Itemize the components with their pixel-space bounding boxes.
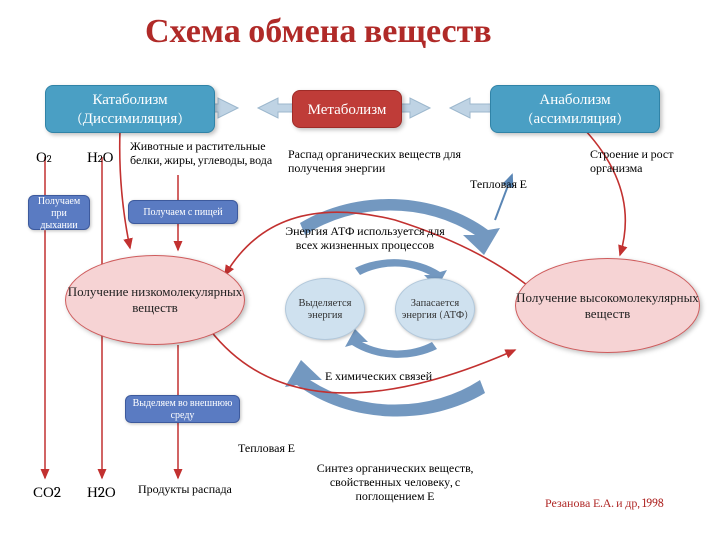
ellipse-lowmol: Получение низкомолекулярных веществ bbox=[65, 255, 245, 345]
circle-store-e: Запасается энергия (АТФ) bbox=[395, 278, 475, 340]
label-proteins: Животные и растительные белки, жиры, угл… bbox=[130, 140, 275, 168]
label-chem-bonds: Е химических связей bbox=[325, 370, 432, 384]
pill-release: Выделяем во внешнюю среду bbox=[125, 395, 240, 423]
box-catabolism: Катаболизм (Диссимиляция) bbox=[45, 85, 215, 133]
label-decay: Распад органических веществ для получени… bbox=[288, 148, 493, 176]
label-synth: Синтез органических веществ, свойственны… bbox=[300, 462, 490, 503]
ellipse-highmol: Получение высокомолекулярных веществ bbox=[515, 258, 700, 353]
label-co2: СО2 bbox=[33, 483, 61, 502]
page-title: Схема обмена веществ bbox=[145, 12, 492, 51]
label-o2: О2 bbox=[36, 148, 52, 167]
label-h2o2: Н2О bbox=[87, 483, 116, 502]
label-thermalE2: Тепловая Е bbox=[238, 442, 295, 456]
label-thermalE: Тепловая Е bbox=[470, 178, 527, 192]
box-metabolism: Метаболизм bbox=[292, 90, 402, 128]
label-growth: Строение и рост организма bbox=[590, 148, 705, 176]
pill-breath: Получаем при дыхании bbox=[28, 195, 90, 230]
label-atp-use: Энергия АТФ используется для всех жизнен… bbox=[280, 225, 450, 253]
citation: Резанова Е.А. и др, 1998 bbox=[545, 497, 664, 511]
circle-emit-e: Выделяется энергия bbox=[285, 278, 365, 340]
pill-food: Получаем с пищей bbox=[128, 200, 238, 224]
label-h2o: Н2О bbox=[87, 148, 113, 167]
box-anabolism: Анаболизм (ассимиляция) bbox=[490, 85, 660, 133]
label-products: Продукты распада bbox=[138, 483, 232, 497]
